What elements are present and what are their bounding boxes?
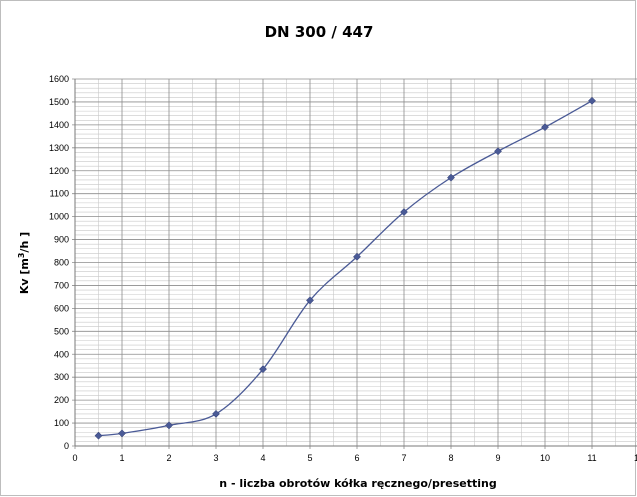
y-tick-label: 1500 — [49, 97, 69, 107]
chart-title: DN 300 / 447 — [265, 23, 374, 41]
y-tick-label: 1200 — [49, 166, 69, 176]
x-tick-label: 10 — [540, 453, 550, 463]
y-tick-label: 300 — [54, 372, 69, 382]
y-axis-label-unit: /h ] — [18, 232, 31, 253]
y-tick-label: 500 — [54, 326, 69, 336]
x-tick-label: 11 — [587, 453, 596, 463]
y-axis-label: Kv [m3/h ] — [17, 232, 32, 294]
y-tick-label: 600 — [54, 303, 69, 313]
y-tick-label: 800 — [54, 258, 69, 268]
x-tick-labels: 0123456789101112 — [72, 453, 637, 463]
data-point-marker — [212, 409, 220, 418]
y-axis-label-sup: 3 — [17, 253, 26, 259]
x-tick-label: 2 — [166, 453, 171, 463]
x-tick-label: 7 — [401, 453, 406, 463]
data-point-marker — [94, 431, 103, 440]
data-point-marker — [400, 208, 408, 216]
x-axis-label: n - liczba obrotów kółka ręcznego/preset… — [219, 477, 496, 490]
axes — [74, 79, 637, 447]
y-tick-label: 1600 — [49, 74, 69, 84]
x-tick-label: 1 — [119, 453, 124, 463]
x-tick-label: 9 — [495, 453, 500, 463]
y-tick-labels: 0 100 200 300 400 500 600 700 800 900 1000 1100 1200… — [49, 74, 69, 451]
x-tick-label: 12 — [634, 453, 637, 463]
y-tick-label: 0 — [64, 441, 69, 451]
data-point-marker — [118, 429, 126, 438]
series-group — [94, 96, 596, 440]
x-tick-label: 4 — [260, 453, 265, 463]
x-tick-label: 8 — [448, 453, 453, 463]
y-tick-label: 1300 — [49, 143, 69, 153]
data-point-marker — [494, 147, 502, 156]
data-point-marker — [306, 296, 314, 305]
major-gridlines — [72, 78, 637, 449]
y-tick-label: 200 — [54, 395, 69, 405]
x-tick-label: 6 — [354, 453, 359, 463]
data-point-marker — [165, 421, 173, 430]
y-tick-label: 1100 — [50, 189, 69, 199]
x-tick-label: 5 — [307, 453, 312, 463]
data-point-marker — [541, 123, 549, 132]
y-tick-label: 100 — [54, 418, 69, 428]
y-axis-label-main: Kv [m — [18, 258, 31, 294]
y-tick-label: 1400 — [49, 120, 69, 130]
y-tick-label: 900 — [54, 235, 69, 245]
data-point-marker — [353, 252, 361, 261]
x-tick-label: 0 — [72, 453, 77, 463]
series-line — [98, 100, 593, 437]
y-tick-label: 400 — [54, 349, 69, 359]
data-point-marker — [259, 365, 267, 374]
data-point-marker — [447, 173, 455, 182]
y-tick-label: 1000 — [49, 212, 69, 222]
y-tick-label: 700 — [54, 280, 69, 290]
x-tick-label: 3 — [213, 453, 218, 463]
data-point-marker — [588, 96, 596, 105]
